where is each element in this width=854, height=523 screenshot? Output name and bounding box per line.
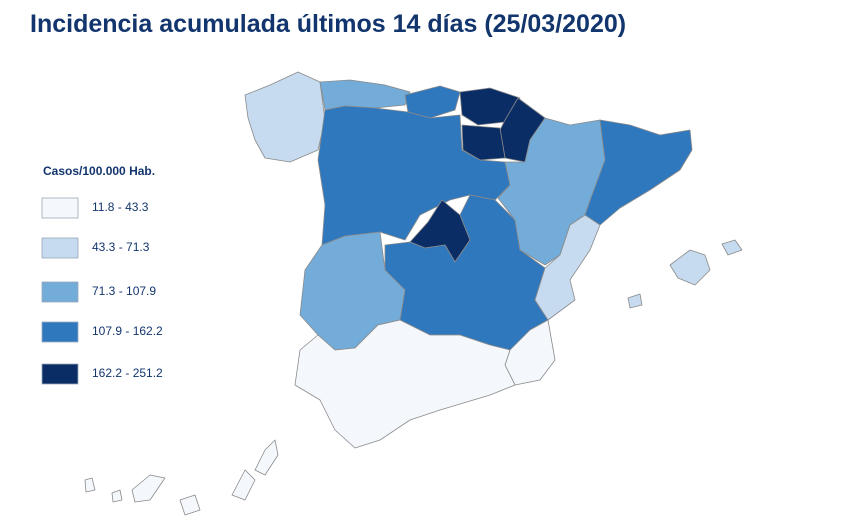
- region: [319, 79, 411, 111]
- legend-swatch: [41, 197, 79, 219]
- legend-label: 107.9 - 162.2: [92, 324, 163, 338]
- region: [721, 239, 743, 256]
- legend-swatch: [41, 281, 79, 303]
- legend-swatch: [41, 237, 79, 259]
- legend-label: 162.2 - 251.2: [92, 366, 163, 380]
- region: [584, 119, 693, 226]
- legend: 11.8 - 43.3 43.3 - 71.3 71.3 - 107.9 107.9 …: [41, 197, 163, 385]
- region: [244, 71, 326, 163]
- legend-swatch: [41, 363, 79, 385]
- region: [179, 494, 201, 516]
- legend-label: 71.3 - 107.9: [92, 284, 156, 298]
- region: [294, 319, 516, 449]
- legend-title: Casos/100.000 Hab.: [43, 164, 155, 178]
- map: [84, 71, 743, 516]
- title: Incidencia acumulada últimos 14 días (25…: [30, 10, 626, 38]
- region: [131, 474, 166, 503]
- legend-label: 43.3 - 71.3: [92, 240, 150, 254]
- region: [627, 293, 643, 309]
- region: [461, 124, 506, 161]
- region: [669, 249, 711, 286]
- region: [84, 477, 96, 493]
- region: [254, 439, 279, 476]
- legend-label: 11.8 - 43.3: [92, 200, 149, 214]
- legend-swatch: [41, 321, 79, 343]
- region: [111, 489, 123, 503]
- region: [231, 469, 256, 501]
